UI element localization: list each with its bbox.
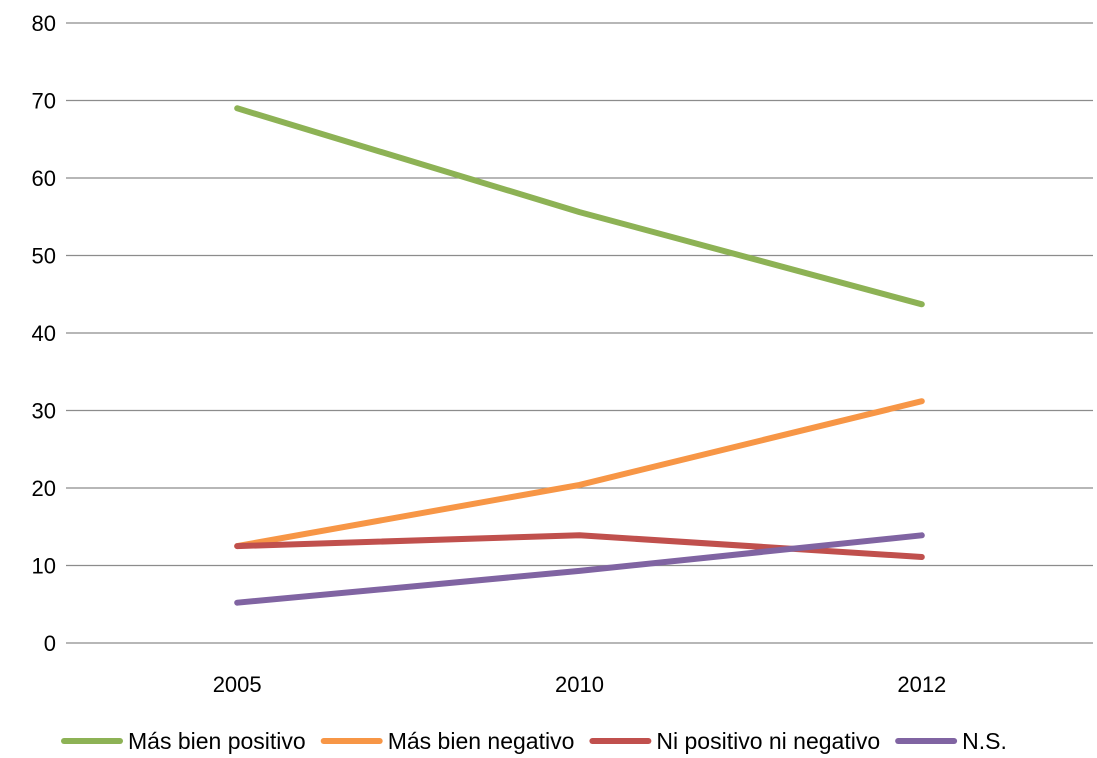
legend-label: Más bien negativo	[388, 728, 575, 754]
y-tick-label: 20	[32, 476, 56, 501]
y-tick-label: 50	[32, 244, 56, 269]
legend-item: Ni positivo ni negativo	[589, 728, 880, 754]
series-line-4	[234, 532, 925, 606]
y-tick-label: 0	[44, 631, 56, 656]
series-line-2	[234, 398, 925, 550]
legend-label: Más bien positivo	[128, 728, 306, 754]
series-lines	[234, 105, 925, 606]
x-tick-label: 2010	[555, 672, 604, 697]
legend: Más bien positivo Más bien negativo Ni pos…	[61, 728, 1007, 754]
y-tick-label: 80	[32, 11, 56, 36]
y-tick-label: 10	[32, 554, 56, 579]
y-tick-label: 70	[32, 89, 56, 114]
x-axis-tick-labels: 2005 2010 2012	[213, 672, 947, 697]
grid-lines	[66, 22, 1093, 644]
legend-item: N.S.	[895, 728, 1007, 754]
y-tick-label: 40	[32, 321, 56, 346]
legend-label: Ni positivo ni negativo	[656, 728, 880, 754]
legend-item: Más bien positivo	[61, 728, 306, 754]
series-line-1	[234, 105, 925, 308]
x-tick-label: 2005	[213, 672, 262, 697]
y-tick-label: 60	[32, 166, 56, 191]
legend-label: N.S.	[962, 728, 1007, 754]
y-tick-label: 30	[32, 399, 56, 424]
legend-item: Más bien negativo	[320, 728, 575, 754]
y-axis-tick-labels: 0 10 20 30 40 50 60 70 80	[32, 11, 56, 656]
x-tick-label: 2012	[897, 672, 946, 697]
